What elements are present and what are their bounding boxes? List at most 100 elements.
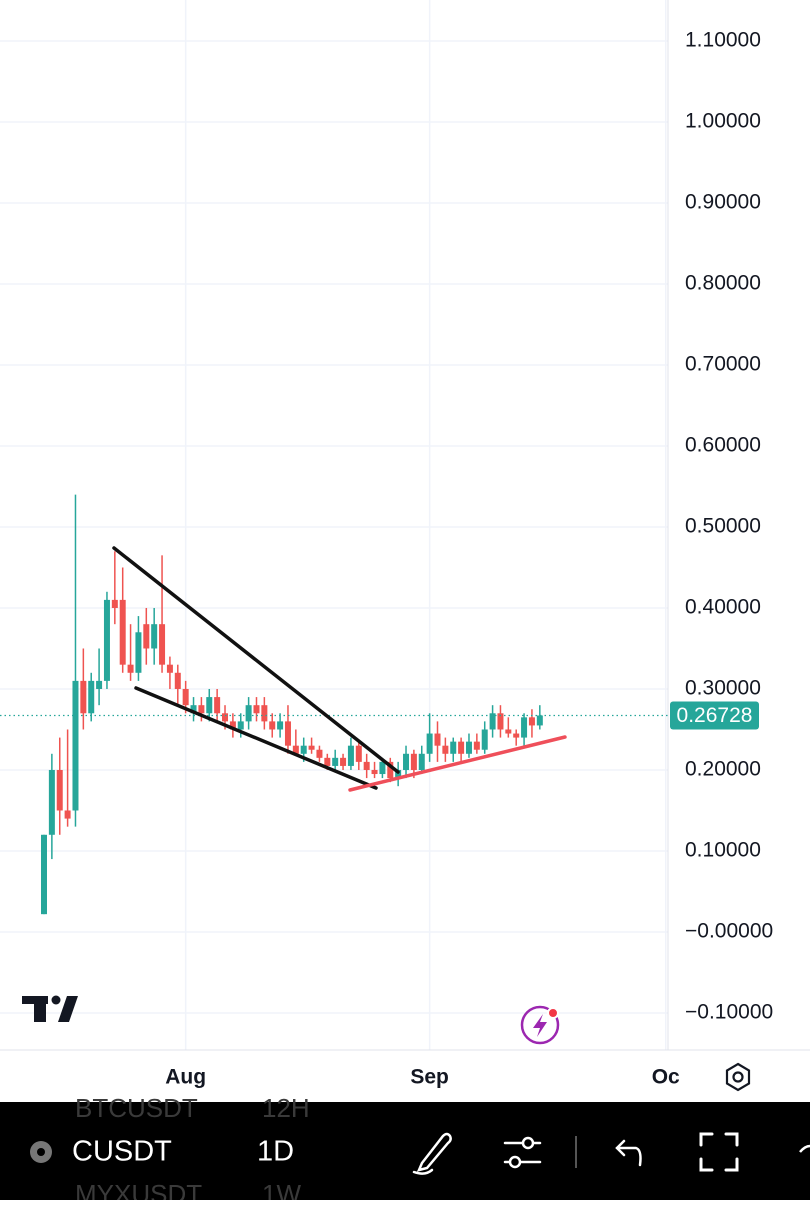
candle-body — [127, 664, 134, 673]
last-price-label: 0.26728 — [677, 704, 753, 727]
ghost-interval: 1W — [262, 1179, 301, 1200]
candle-body — [159, 624, 166, 665]
y-tick-label: 0.20000 — [685, 758, 761, 781]
alert-icon[interactable] — [520, 1005, 560, 1045]
x-tick-label: Aug — [165, 1066, 206, 1089]
ghost-symbol: BTCUSDT — [75, 1093, 198, 1123]
candle-body — [418, 753, 425, 770]
candle-body — [64, 810, 71, 819]
candle-body — [48, 769, 55, 835]
candle-body — [229, 721, 236, 730]
trend-line — [348, 735, 567, 792]
candle-body — [316, 749, 323, 758]
candle-body — [473, 741, 480, 750]
y-tick-label: 0.10000 — [685, 839, 761, 862]
last-price-badge — [670, 701, 759, 730]
candle-body — [269, 721, 276, 730]
candle-body — [387, 761, 394, 779]
candle-body — [395, 769, 402, 779]
candle-body — [166, 664, 173, 673]
candle-body — [111, 599, 118, 608]
candle-body — [190, 705, 197, 714]
symbol-icon[interactable] — [30, 1141, 52, 1163]
candle-body — [261, 705, 268, 722]
trend-line — [134, 686, 378, 790]
candle-body — [363, 761, 370, 770]
candle-body — [253, 705, 260, 714]
candle-body — [277, 721, 284, 730]
candle-body — [371, 769, 378, 775]
symbol[interactable]: CUSDT — [72, 1136, 172, 1168]
candle-body — [41, 834, 47, 915]
settings-icon[interactable] — [725, 1062, 751, 1092]
candle-body — [56, 769, 63, 811]
candle-body — [379, 761, 386, 775]
y-tick-label: 0.40000 — [685, 596, 761, 619]
candle-body — [300, 745, 307, 754]
candle-body — [174, 672, 181, 689]
candle-body — [324, 757, 331, 766]
candle-body — [308, 745, 315, 750]
indicators-icon[interactable] — [503, 1136, 542, 1169]
candle-body — [410, 753, 417, 770]
plot — [0, 494, 668, 915]
candle-body — [513, 733, 520, 738]
candle-body — [403, 753, 410, 770]
candle-body — [182, 688, 189, 706]
y-tick-label: 0.30000 — [685, 677, 761, 700]
more-icon[interactable] — [799, 1144, 810, 1153]
candle-body — [505, 729, 512, 734]
y-tick-label: 0.80000 — [685, 272, 761, 295]
candle-body — [332, 757, 339, 766]
candle-body — [222, 713, 229, 722]
ghost-interval: 12H — [262, 1093, 310, 1123]
x-tick-label: Oc — [652, 1066, 680, 1089]
candle-body — [96, 680, 103, 689]
candle-body — [143, 624, 150, 649]
candle-body — [72, 680, 79, 811]
candle-body — [103, 599, 110, 681]
y-tick-label: 0.90000 — [685, 191, 761, 214]
candle-body — [245, 705, 252, 722]
candle-body — [536, 715, 543, 726]
candle-body — [292, 745, 299, 754]
candle-body — [284, 721, 291, 746]
candle-body — [355, 745, 362, 762]
candle-body — [458, 741, 465, 754]
candle-body — [434, 733, 441, 746]
candle-body — [135, 632, 142, 673]
candle-body — [198, 705, 205, 714]
candle-body — [442, 745, 449, 754]
candle-body — [497, 713, 504, 730]
toolbar — [0, 1102, 810, 1200]
draw-icon[interactable] — [412, 1132, 452, 1175]
y-tick-label: 0.50000 — [685, 515, 761, 538]
candle-body — [465, 741, 472, 754]
y-tick-label: 0.60000 — [685, 434, 761, 457]
y-tick-label: −0.00000 — [685, 920, 773, 943]
candle-body — [426, 733, 433, 754]
undo-icon[interactable] — [615, 1139, 642, 1167]
ghost-symbol: MYXUSDT — [75, 1179, 202, 1200]
candle-body — [528, 717, 535, 726]
candle-body — [489, 713, 496, 730]
candle-body — [119, 599, 126, 665]
candle-body — [206, 697, 213, 714]
interval[interactable]: 1D — [257, 1136, 294, 1168]
candle-body — [340, 757, 347, 766]
y-tick-label: 1.10000 — [685, 29, 761, 52]
trend-lines — [112, 546, 567, 792]
fullscreen-icon[interactable] — [699, 1132, 739, 1172]
candle-body — [214, 697, 221, 714]
candle-body — [88, 680, 95, 714]
x-tick-label: Sep — [410, 1066, 449, 1089]
tradingview-logo — [22, 995, 78, 1022]
candle-body — [347, 745, 354, 766]
trend-line — [112, 546, 400, 774]
y-tick-label: −0.10000 — [685, 1001, 773, 1024]
candle-body — [521, 717, 528, 738]
grid — [0, 0, 668, 1050]
candle-body — [151, 624, 158, 649]
